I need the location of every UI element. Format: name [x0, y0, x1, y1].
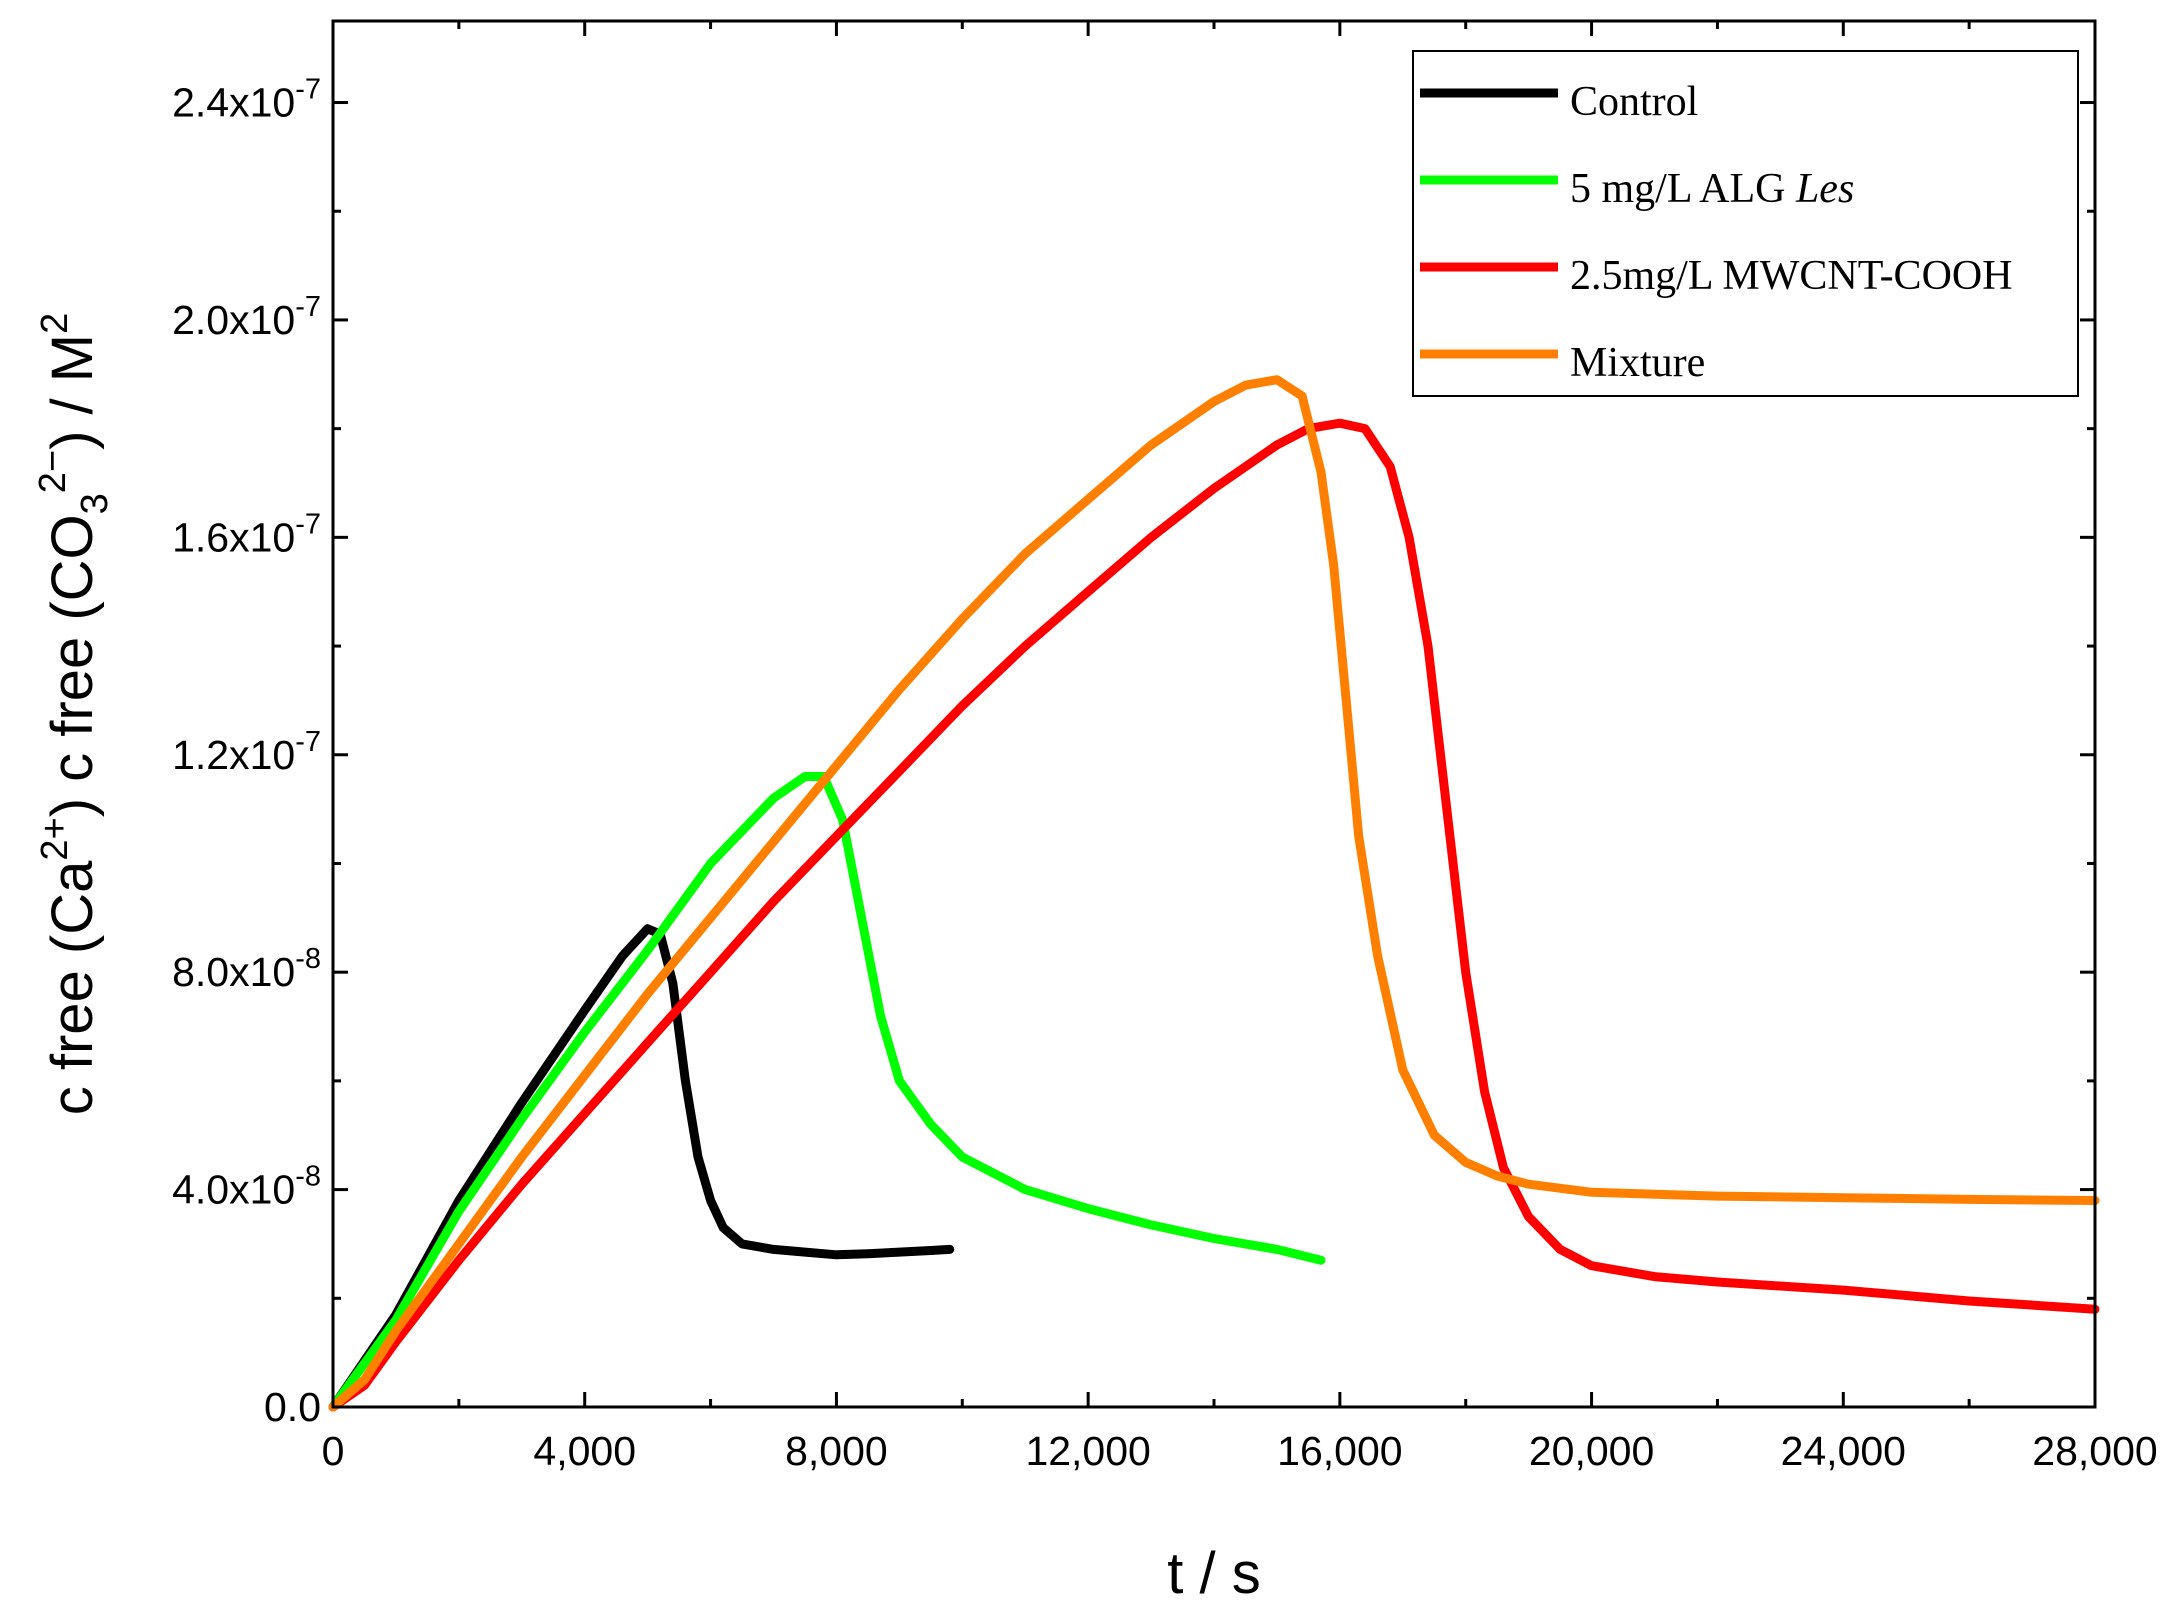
y-tick-label: 2.0x10-7 — [172, 291, 321, 343]
x-tick-label: 4,000 — [533, 1428, 636, 1474]
y-tick-exponent: -7 — [295, 291, 321, 323]
legend-label-alg-text: 5 mg/L ALG — [1570, 166, 1796, 212]
y-tick-label: 8.0x10-8 — [172, 943, 321, 995]
y-tick-exponent: -8 — [295, 1161, 321, 1193]
y-axis-title-co-charge: 2− — [32, 450, 74, 493]
y-tick-label: 1.2x10-7 — [172, 726, 321, 778]
legend-label-mwcnt: 2.5mg/L MWCNT-COOH — [1570, 253, 2013, 299]
y-tick-mantissa: 4.0x10 — [172, 1167, 295, 1213]
y-axis-title-suffix: ) / M — [40, 334, 105, 450]
y-tick-exponent: -7 — [295, 508, 321, 540]
y-tick-label: 2.4x10-7 — [172, 74, 321, 126]
y-axis-title: c free (Ca2+) c free (CO32−) / M2 — [32, 313, 116, 1115]
y-tick-mantissa: 2.0x10 — [172, 297, 295, 343]
legend-label-alg-italic: Les — [1795, 166, 1854, 212]
y-axis-title-ca-charge: 2+ — [34, 817, 76, 860]
legend: Control 5 mg/L ALG Les 2.5mg/L MWCNT-COO… — [1412, 50, 2079, 397]
y-tick-mantissa: 8.0x10 — [172, 949, 295, 995]
x-tick-label: 0 — [322, 1428, 345, 1474]
x-tick-label: 28,000 — [2032, 1428, 2157, 1474]
y-axis-title-unit-exp: 2 — [34, 313, 76, 334]
legend-label-mixture: Mixture — [1570, 340, 1705, 386]
series-line-2-5mg-l-mwcnt-cooh — [328, 418, 2100, 1412]
x-tick-label: 24,000 — [1781, 1428, 1906, 1474]
y-tick-exponent: -8 — [295, 943, 321, 975]
y-tick-label: 1.6x10-7 — [172, 508, 321, 560]
x-tick-label: 20,000 — [1529, 1428, 1654, 1474]
y-tick-mantissa: 1.2x10 — [172, 732, 295, 778]
y-axis-title-mid: ) c free (CO — [40, 514, 105, 817]
y-tick-exponent: -7 — [295, 74, 321, 106]
y-tick-exponent: -7 — [295, 726, 321, 758]
x-tick-label: 16,000 — [1277, 1428, 1402, 1474]
y-tick-label: 0.0 — [264, 1384, 321, 1430]
series-line-control — [328, 924, 955, 1412]
y-axis-title-prefix: c free (Ca — [40, 860, 105, 1115]
series-line-mixture — [328, 375, 2100, 1412]
legend-label-alg: 5 mg/L ALG Les — [1570, 166, 1854, 212]
x-axis-title: t / s — [1167, 1541, 1260, 1605]
y-tick-mantissa: 1.6x10 — [172, 514, 295, 560]
legend-label-control: Control — [1570, 79, 1698, 125]
series-layer — [328, 375, 2100, 1412]
series-line-5-mg-l-alg-les — [328, 772, 1326, 1412]
x-tick-label: 12,000 — [1025, 1428, 1150, 1474]
y-tick-label: 4.0x10-8 — [172, 1161, 321, 1213]
y-axis-title-co-sub: 3 — [74, 493, 116, 514]
x-tick-label: 8,000 — [785, 1428, 888, 1474]
legend-box — [1412, 50, 2079, 397]
y-tick-mantissa: 2.4x10 — [172, 80, 295, 126]
y-tick-mantissa: 0.0 — [264, 1384, 321, 1430]
tick-layer: 0 4,000 8,000 12,000 16,000 20,000 24,000 28,00… — [172, 21, 2158, 1474]
